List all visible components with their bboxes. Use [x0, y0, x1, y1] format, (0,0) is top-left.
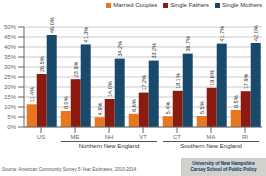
html-text:Single Mothers: Single Mothers: [222, 2, 262, 8]
svg-text:5.4%: 5.4%: [165, 102, 171, 115]
svg-text:CT: CT: [173, 134, 181, 139]
html-text:Southern New England: Southern New England: [180, 143, 242, 149]
svg-text:VT: VT: [139, 134, 147, 139]
svg-text:35%: 35%: [8, 54, 17, 60]
html-text:University of New Hampshire: University of New Hampshire: [192, 161, 255, 166]
svg-text:14.0%: 14.0%: [107, 81, 113, 97]
svg-text:15%: 15%: [8, 94, 17, 100]
svg-text:19.6%: 19.6%: [209, 70, 215, 86]
svg-text:41.7%: 41.7%: [219, 26, 225, 42]
svg-text:US: US: [37, 134, 45, 139]
svg-text:33.2%: 33.2%: [151, 43, 157, 59]
html-text:Single Fathers: Single Fathers: [170, 2, 209, 8]
svg-text:50%: 50%: [8, 24, 17, 30]
svg-text:20%: 20%: [8, 84, 17, 90]
svg-text:5.5%: 5.5%: [199, 101, 205, 114]
svg-text:8.0%: 8.0%: [63, 96, 69, 109]
html-text:Married Couples: Married Couples: [113, 2, 158, 8]
svg-text:MA: MA: [207, 134, 216, 139]
svg-text:18.1%: 18.1%: [175, 73, 181, 89]
svg-text:11.4%: 11.4%: [29, 87, 35, 102]
svg-text:17.2%: 17.2%: [141, 75, 147, 91]
svg-text:5%: 5%: [8, 114, 17, 120]
svg-text:34.2%: 34.2%: [117, 41, 123, 57]
svg-text:10%: 10%: [8, 104, 17, 110]
svg-text:25%: 25%: [8, 74, 17, 80]
svg-text:26.5%: 26.5%: [39, 56, 45, 72]
svg-text:46.0%: 46.0%: [49, 17, 55, 33]
svg-text:40%: 40%: [8, 44, 17, 50]
svg-text:0%: 0%: [8, 124, 17, 130]
svg-text:42.0%: 42.0%: [253, 25, 258, 41]
svg-text:ME: ME: [71, 134, 80, 139]
svg-text:45%: 45%: [8, 34, 17, 40]
svg-text:23.9%: 23.9%: [73, 61, 79, 77]
svg-text:NH: NH: [105, 134, 114, 139]
svg-text:36.7%: 36.7%: [185, 36, 191, 52]
html-text:Carsey School of Public Policy: Carsey School of Public Policy: [190, 167, 257, 172]
svg-text:6.6%: 6.6%: [131, 99, 137, 112]
html-text:Source: American Community Sur: Source: American Community Survey 5-Year…: [2, 167, 137, 172]
svg-text:41.3%: 41.3%: [83, 27, 89, 43]
svg-text:30%: 30%: [8, 64, 17, 70]
svg-text:RI: RI: [242, 134, 248, 139]
svg-text:4.9%: 4.9%: [97, 103, 103, 116]
svg-text:17.9%: 17.9%: [243, 73, 249, 89]
html-text:Northern New England: Northern New England: [78, 143, 140, 149]
svg-text:8.5%: 8.5%: [233, 95, 239, 108]
